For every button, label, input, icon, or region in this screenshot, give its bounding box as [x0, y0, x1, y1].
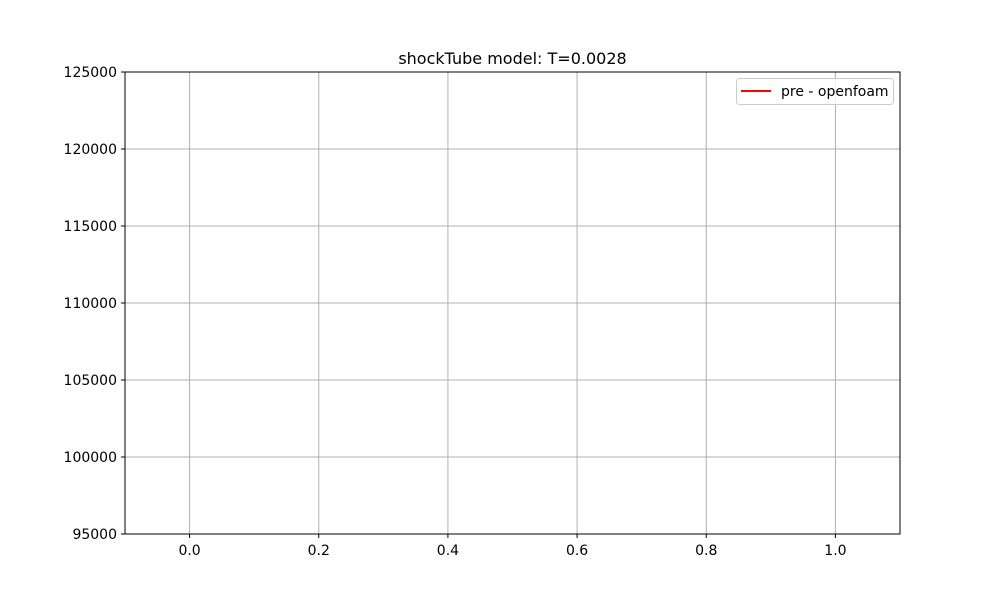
x-tick-label: 0.6 [566, 543, 588, 559]
chart-title: shockTube model: T=0.0028 [398, 49, 626, 68]
x-tick-label: 0.8 [695, 543, 717, 559]
x-tick-label: 0.0 [178, 543, 200, 559]
x-tick-label: 0.4 [437, 543, 459, 559]
x-tick-label: 0.2 [308, 543, 330, 559]
y-tick-label: 115000 [64, 219, 117, 235]
y-tick-label: 125000 [64, 65, 117, 81]
legend-label-pre-openfoam: pre - openfoam [781, 84, 889, 100]
y-tick-label: 110000 [64, 296, 117, 312]
y-tick-label: 100000 [64, 450, 117, 466]
x-tick-label: 1.0 [824, 543, 846, 559]
y-tick-label: 95000 [72, 527, 117, 543]
y-tick-label: 120000 [64, 142, 117, 158]
x-axis-ticks: 0.0 0.2 0.4 0.6 0.8 1.0 [178, 534, 847, 559]
legend: pre - openfoam [736, 78, 894, 105]
y-axis-ticks: 95000 100000 105000 110000 115000 120000 12500… [64, 65, 125, 543]
legend-box [736, 78, 894, 105]
y-tick-label: 105000 [64, 373, 117, 389]
